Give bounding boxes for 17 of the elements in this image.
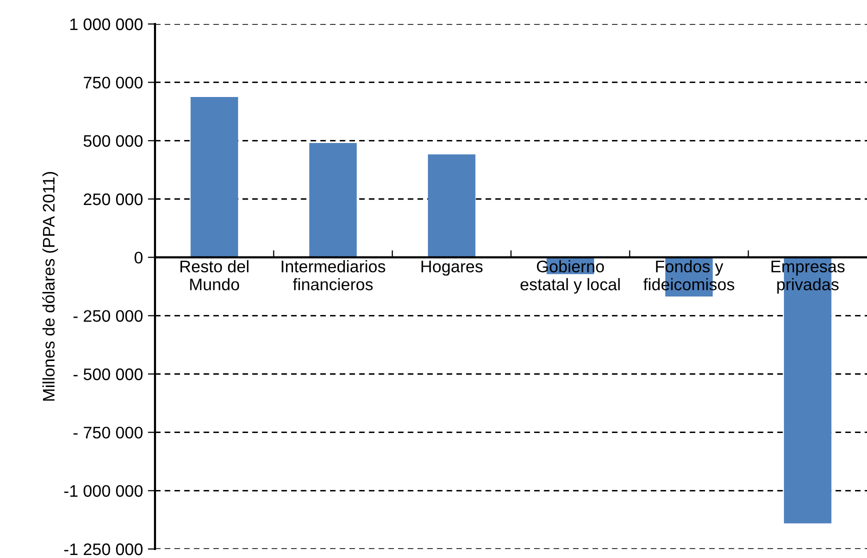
y-tick-label: -1 000 000 (64, 485, 143, 497)
y-tick-label: 750 000 (84, 76, 143, 89)
bar (190, 97, 238, 258)
bar (309, 143, 357, 258)
y-axis-title: Millones de dólares (PPA 2011) (42, 172, 58, 401)
y-tick-label: - 500 000 (74, 368, 143, 380)
x-tick-label: Resto del Mundo (180, 260, 248, 290)
y-tick-label: - 250 000 (74, 310, 143, 322)
y-tick-label: 0 (134, 252, 143, 264)
y-tick-label: 1 000 000 (70, 18, 143, 30)
y-tick-label: - 750 000 (74, 426, 143, 439)
x-tick-label: Intermediarios financieros (282, 260, 386, 290)
x-tick-label: Hogares (422, 260, 483, 276)
y-tick-label: 250 000 (84, 193, 143, 206)
bar (428, 154, 476, 258)
y-tick-label: 500 000 (84, 135, 143, 147)
y-tick-label: -1 250 000 (64, 543, 143, 556)
